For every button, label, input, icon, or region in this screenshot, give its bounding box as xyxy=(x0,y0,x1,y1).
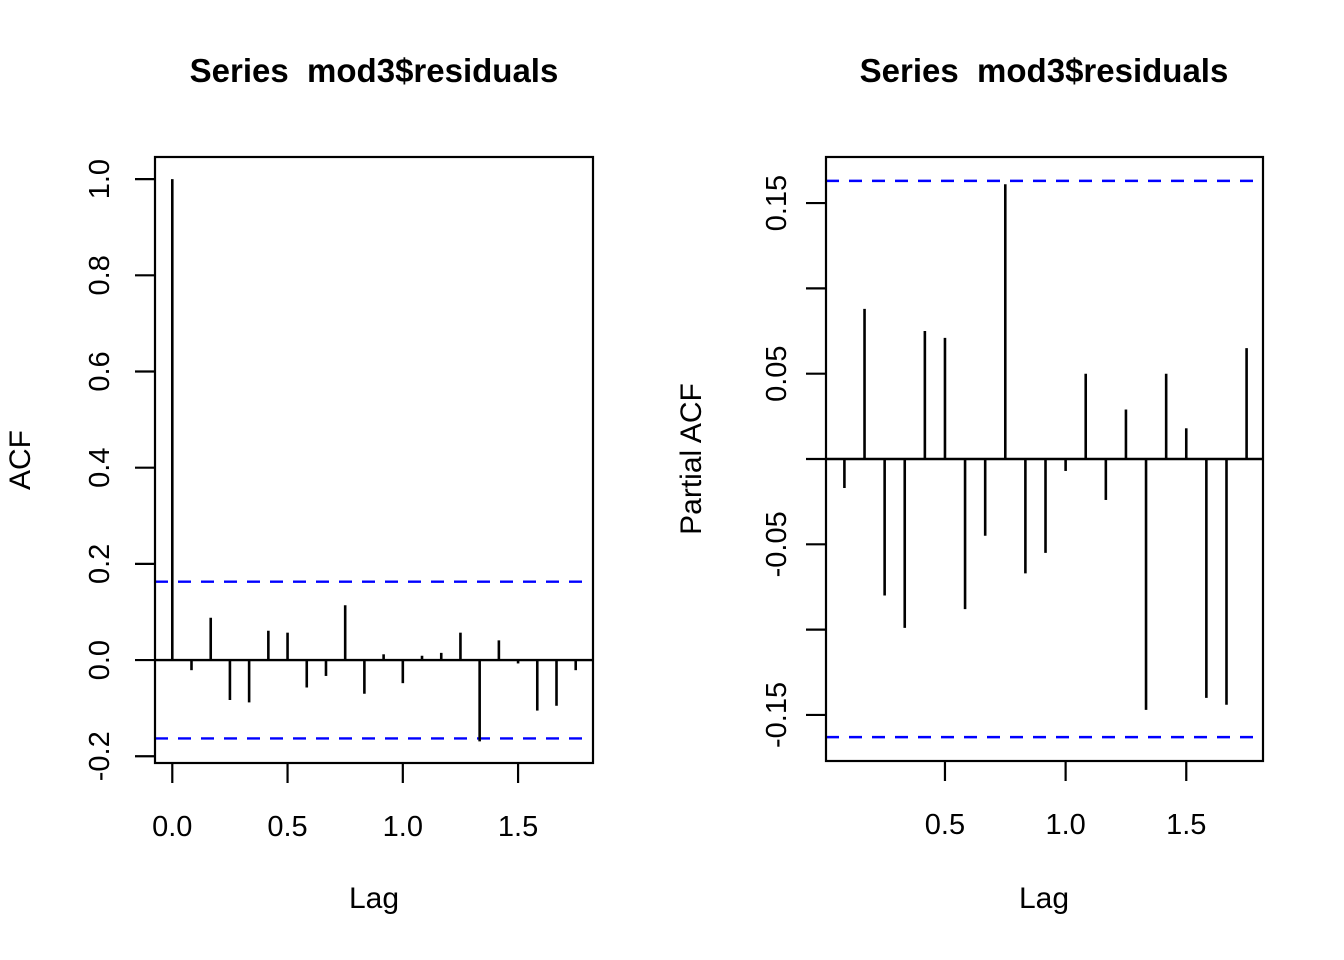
x-tick-label: 0.5 xyxy=(925,809,965,841)
y-tick-label: 0.8 xyxy=(84,255,116,295)
y-tick-label: 0.4 xyxy=(84,448,116,488)
right-y-axis-label: Partial ACF xyxy=(675,383,708,535)
x-tick-label: 1.5 xyxy=(1166,809,1206,841)
y-tick-label: -0.15 xyxy=(761,682,793,748)
y-tick-label: -0.2 xyxy=(84,731,116,781)
x-tick-label: 0.0 xyxy=(152,811,192,843)
y-tick-label: -0.05 xyxy=(761,511,793,577)
left-y-axis-label: ACF xyxy=(4,430,37,490)
x-tick-label: 1.0 xyxy=(383,811,423,843)
y-tick-label: 0.2 xyxy=(84,544,116,584)
right-x-axis-label: Lag xyxy=(1019,882,1069,915)
right-plot-title: Series mod3$residuals xyxy=(860,52,1229,89)
y-tick-label: 0.0 xyxy=(84,640,116,680)
acf-plot-area: 0.0 0.5 1.0 1.5 1.0 0.8 0.6 0.4 0.2 0.0 -0.2 xyxy=(84,155,595,843)
pacf-plot-area: 0.5 1.0 1.5 0.15 0.05 -0.05 -0.15 xyxy=(761,155,1265,841)
plot-frame xyxy=(153,155,595,765)
y-tick-label: 0.6 xyxy=(84,351,116,391)
y-tick-label: 0.15 xyxy=(761,175,793,231)
y-tick-label: 1.0 xyxy=(84,159,116,199)
left-plot-title: Series mod3$residuals xyxy=(190,52,559,89)
x-tick-label: 0.5 xyxy=(267,811,307,843)
left-x-axis-label: Lag xyxy=(349,882,399,915)
y-tick-label: 0.05 xyxy=(761,345,793,401)
x-tick-label: 1.0 xyxy=(1045,809,1085,841)
x-tick-label: 1.5 xyxy=(498,811,538,843)
